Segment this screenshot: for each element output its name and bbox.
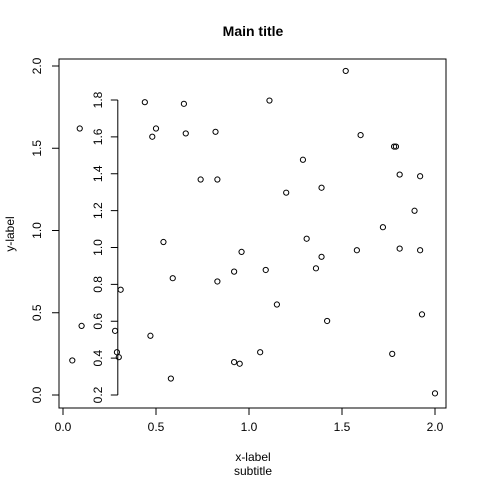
data-point	[342, 67, 349, 75]
data-point	[160, 238, 167, 246]
data-point	[353, 247, 360, 254]
data-point	[312, 265, 320, 272]
chart-title: Main title	[223, 23, 284, 39]
y-tick-label: 0.5	[30, 304, 44, 321]
x-tick-label: 1.0	[241, 420, 258, 434]
y-tick-label: 1.5	[30, 140, 44, 157]
y-tick-label: 0.0	[30, 386, 44, 403]
inner-tick-label: 1.0	[91, 239, 105, 256]
data-point	[318, 253, 325, 260]
y-axis: 0.0 0.5 1.0 1.5 2.0	[30, 57, 60, 403]
data-point	[273, 301, 280, 308]
y-axis-label: y-label	[3, 216, 17, 251]
x-tick-label: 2.0	[427, 420, 444, 434]
inner-tick-label: 1.4	[91, 165, 105, 182]
inner-tick-label: 1.8	[91, 91, 105, 108]
points-layer	[69, 67, 439, 397]
data-point	[390, 143, 398, 150]
data-point	[238, 248, 245, 255]
data-point	[303, 235, 310, 242]
data-point	[115, 354, 122, 361]
data-point	[283, 189, 290, 196]
data-point	[152, 125, 160, 132]
data-point	[111, 327, 119, 334]
data-point	[357, 131, 364, 139]
data-point	[231, 359, 238, 366]
data-point	[197, 176, 204, 183]
x-tick-label: 0.5	[148, 420, 165, 434]
data-point	[299, 156, 307, 163]
data-point	[180, 100, 187, 107]
data-point	[117, 286, 124, 293]
data-point	[231, 268, 238, 275]
y-tick-label: 2.0	[30, 57, 44, 74]
data-point	[324, 317, 331, 325]
chart-subtitle: subtitle	[234, 464, 272, 478]
data-point	[318, 184, 325, 191]
x-tick-label: 0.0	[55, 420, 72, 434]
data-point	[69, 357, 76, 364]
data-point	[113, 349, 121, 356]
inner-axis: 0.2 0.4 0.6 0.8 1.0 1.2 1.4 1.6 1.8	[91, 91, 119, 403]
inner-tick-label: 0.6	[91, 313, 105, 330]
data-point	[169, 275, 176, 282]
data-point	[141, 99, 148, 106]
data-point	[417, 173, 424, 180]
data-point	[236, 360, 243, 367]
data-point	[76, 125, 83, 132]
data-point	[214, 278, 221, 285]
data-point	[379, 224, 387, 231]
data-point	[411, 207, 418, 214]
x-tick-label: 1.5	[334, 420, 351, 434]
data-point	[214, 176, 221, 183]
data-point	[182, 130, 189, 137]
data-point	[417, 247, 424, 254]
inner-tick-label: 1.6	[91, 128, 105, 145]
data-point	[167, 375, 174, 382]
inner-tick-label: 0.2	[91, 386, 105, 403]
data-point	[149, 133, 156, 140]
x-axis-label: x-label	[235, 450, 270, 464]
inner-tick-label: 0.4	[91, 349, 105, 366]
data-point	[212, 128, 219, 135]
y-tick-label: 1.0	[30, 222, 44, 239]
data-point	[257, 349, 264, 356]
data-point	[396, 171, 403, 178]
data-point	[396, 245, 403, 252]
data-point	[147, 332, 154, 339]
data-point	[78, 322, 85, 330]
data-point	[392, 143, 400, 150]
inner-tick-label: 1.2	[91, 202, 105, 219]
data-point	[266, 97, 273, 104]
x-axis: 0.0 0.5 1.0 1.5 2.0	[55, 407, 444, 434]
data-point	[418, 311, 426, 318]
data-point	[389, 350, 396, 357]
data-point	[431, 390, 439, 397]
data-point	[262, 266, 269, 274]
inner-tick-label: 0.8	[91, 276, 105, 293]
